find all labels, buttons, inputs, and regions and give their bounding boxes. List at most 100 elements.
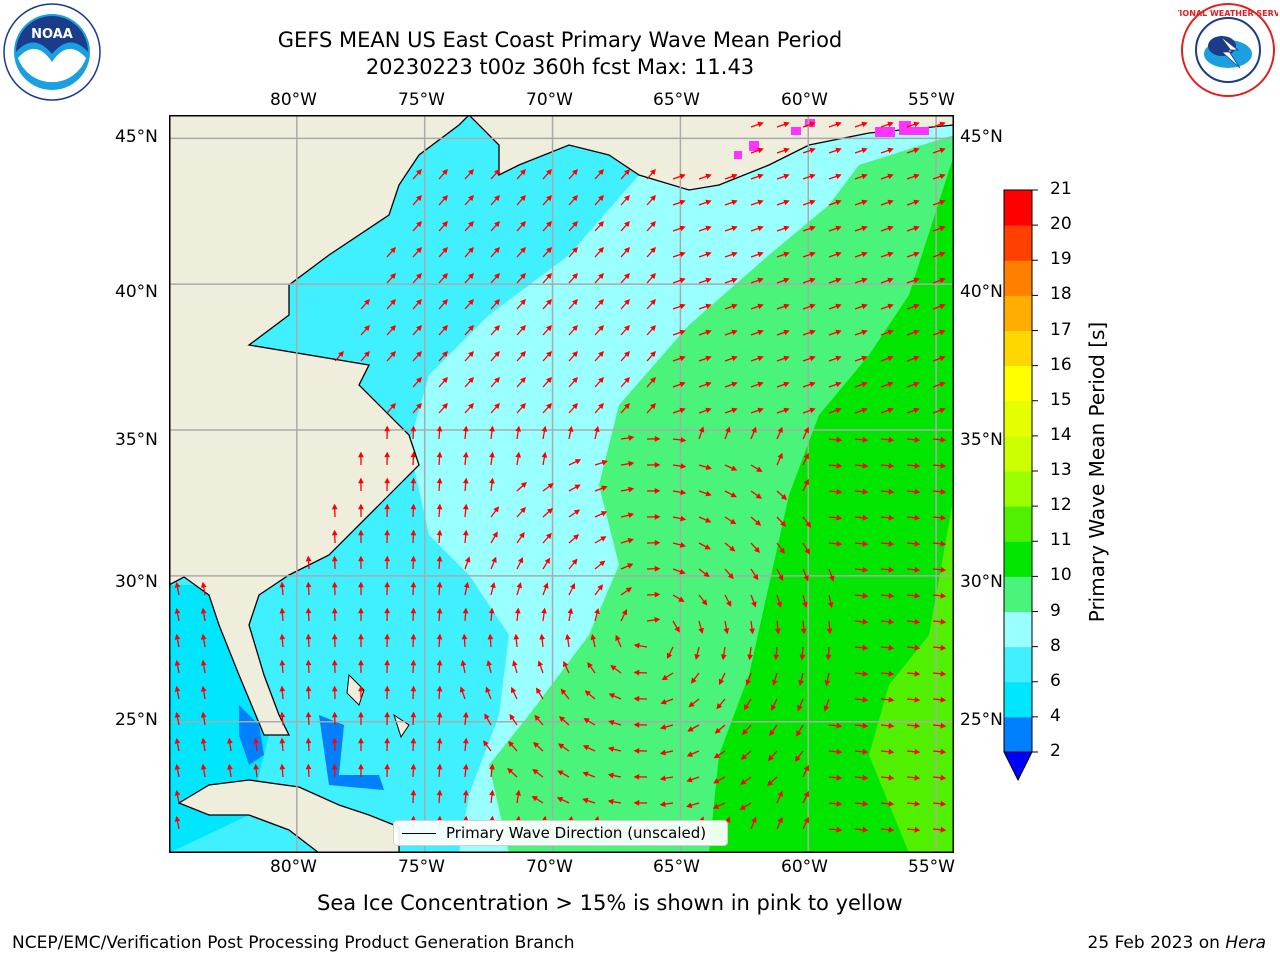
wave-arrow-head — [573, 509, 581, 516]
wave-arrow-head — [679, 303, 686, 310]
lon-tick-top: 55°W — [908, 90, 955, 110]
wave-arrow-head — [507, 767, 514, 774]
wave-arrow-head — [654, 617, 661, 623]
wave-arrow-head — [940, 800, 947, 807]
wave-arrow-head — [861, 277, 868, 284]
wave-arrow-head — [798, 679, 804, 687]
wave-arrow-head — [331, 633, 338, 640]
wave-arrow-head — [462, 763, 469, 770]
map-grid — [169, 115, 954, 853]
wave-arrow-head — [571, 558, 578, 565]
wave-arrow-head — [783, 303, 790, 310]
wave-arrow-head — [594, 607, 600, 615]
wave-arrow-head — [462, 607, 469, 614]
ocean-period-10-11 — [709, 155, 954, 853]
wave-arrow-head — [803, 478, 809, 486]
wave-arrow-head — [627, 537, 634, 544]
wave-arrow-head — [940, 540, 947, 547]
wave-arrow-head — [914, 514, 921, 521]
wave-arrow-head — [705, 199, 712, 206]
wave-arrow-head — [516, 582, 523, 589]
wave-arrow-head — [331, 581, 338, 588]
wave-arrow-head — [587, 662, 593, 669]
wave-arrow-head — [777, 790, 783, 798]
wave-arrow-head — [777, 452, 783, 460]
wave-arrow-head — [624, 194, 630, 202]
wave-arrow-head — [888, 800, 895, 807]
wave-arrow-head — [824, 680, 831, 687]
wave-arrow-head — [563, 660, 569, 668]
wave-arrow-head — [679, 542, 686, 548]
wave-arrow-head — [940, 644, 947, 651]
wave-arrow-head — [486, 659, 492, 667]
wave-arrow-head — [384, 503, 391, 510]
wave-arrow-head — [888, 826, 895, 833]
wave-arrow-head — [279, 737, 286, 744]
colorbar-tick-label: 4 — [1050, 705, 1061, 726]
footer-left: NCEP/EMC/Verification Post Processing Pr… — [12, 933, 575, 953]
wave-arrow-head — [174, 737, 181, 744]
wave-arrow-head — [888, 670, 895, 677]
wave-arrow-head — [494, 272, 500, 280]
wave-arrow-head — [436, 503, 443, 510]
wave-arrow-head — [654, 591, 661, 598]
wave-arrow-head — [494, 220, 500, 228]
wave-arrow-head — [416, 272, 422, 280]
wave-arrow-head — [436, 425, 443, 432]
lat-tick-left: 25°N — [115, 710, 158, 730]
wave-arrow-head — [705, 303, 712, 310]
wave-arrow-head — [731, 225, 738, 232]
wave-arrow-head — [862, 566, 869, 573]
wave-arrow-head — [200, 659, 207, 666]
wave-arrow-head — [650, 168, 656, 176]
wave-arrow-head — [384, 659, 391, 666]
wave-arrow-head — [490, 581, 496, 589]
wave-arrow-head — [305, 763, 312, 770]
wave-arrow-head — [940, 488, 947, 495]
wave-arrow-head — [679, 355, 686, 362]
wave-arrow-head — [462, 425, 469, 432]
wave-arrow-head — [584, 690, 591, 697]
wave-arrow-head — [730, 492, 737, 498]
wave-arrow-head — [416, 220, 422, 228]
wave-arrow-head — [494, 324, 500, 332]
wave-arrow-head — [436, 659, 443, 666]
wave-arrow-head — [608, 693, 616, 699]
wave-arrow-head — [253, 763, 259, 770]
wave-arrow-head — [729, 545, 736, 552]
wave-arrow-head — [331, 555, 338, 562]
wave-arrow-head — [940, 566, 947, 573]
wave-arrow-head — [494, 350, 500, 358]
wave-arrow-head — [572, 376, 578, 384]
wave-arrow-head — [520, 324, 526, 332]
wave-arrow-head — [520, 168, 526, 176]
lat-tick-left: 35°N — [115, 430, 158, 450]
wave-arrow-head — [751, 601, 757, 608]
wave-arrow-head — [769, 729, 775, 736]
wave-arrow-head — [783, 121, 790, 128]
wave-arrow-head — [783, 173, 790, 180]
wave-arrow-head — [726, 600, 732, 607]
wave-arrow-head — [783, 251, 790, 258]
svg-text:NOAA: NOAA — [31, 27, 73, 42]
colorbar-tick-label: 21 — [1050, 179, 1072, 199]
wave-arrow-head — [650, 402, 656, 410]
wave-arrow-head — [572, 324, 578, 332]
wave-arrow-head — [463, 581, 470, 589]
wave-arrow-head — [436, 581, 443, 588]
wave-arrow-head — [940, 826, 947, 833]
wave-arrow-head — [390, 298, 396, 306]
wave-arrow-head — [650, 298, 656, 306]
map-panel — [169, 115, 954, 853]
colorbar-tick-label: 11 — [1050, 530, 1072, 551]
wave-arrow-head — [650, 220, 656, 228]
wave-arrow-head — [913, 199, 920, 206]
wave-arrow-head — [436, 763, 443, 770]
wave-arrow-head — [416, 324, 422, 332]
wave-arrow-head — [545, 532, 552, 540]
wave-arrow-head — [913, 147, 920, 154]
wave-arrow-head — [279, 659, 286, 666]
wave-arrow-head — [520, 506, 526, 514]
wave-arrow-head — [410, 737, 417, 744]
wave-arrow-head — [743, 704, 750, 711]
